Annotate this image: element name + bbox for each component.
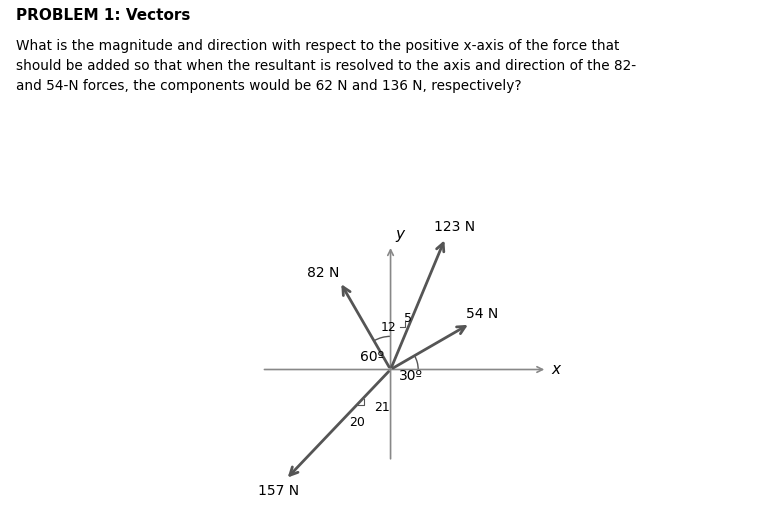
Text: 123 N: 123 N <box>434 220 475 234</box>
Text: 60º: 60º <box>360 350 384 364</box>
Text: 5: 5 <box>404 312 412 325</box>
Text: 21: 21 <box>374 401 390 414</box>
Text: 54 N: 54 N <box>466 307 499 321</box>
Text: 82 N: 82 N <box>307 266 340 280</box>
Text: 30º: 30º <box>399 369 423 383</box>
Text: PROBLEM 1: Vectors: PROBLEM 1: Vectors <box>16 8 190 23</box>
Text: y: y <box>395 227 404 242</box>
Text: 12: 12 <box>380 321 396 334</box>
Text: 157 N: 157 N <box>258 484 299 498</box>
Text: What is the magnitude and direction with respect to the positive x-axis of the f: What is the magnitude and direction with… <box>16 39 636 93</box>
Text: 20: 20 <box>350 415 365 428</box>
Text: x: x <box>552 362 561 377</box>
